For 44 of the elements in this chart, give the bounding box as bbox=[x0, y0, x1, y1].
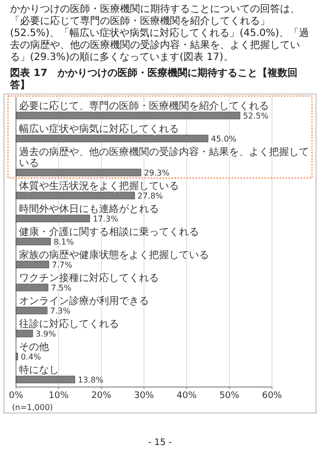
x-tick-label: 50% bbox=[219, 391, 240, 401]
y-tick-label: 体質や生活状況をよく把握している bbox=[19, 180, 179, 192]
data-label: 8.1% bbox=[54, 238, 74, 246]
text: (n=1,000) bbox=[12, 403, 53, 412]
y-tick-label: 過去の病歴や、他の医療機関の受診内容・結果を、よく把握している bbox=[19, 146, 309, 169]
data-label: 45.0% bbox=[211, 134, 237, 144]
y-tick-label: 時間外や休日にも連絡がとれる bbox=[19, 203, 159, 215]
data-label: 3.9% bbox=[36, 330, 56, 338]
bar bbox=[16, 168, 142, 176]
text: - 15 - bbox=[147, 438, 173, 448]
y-tick-label: 特になし bbox=[19, 364, 59, 376]
x-tick-label: 60% bbox=[262, 391, 282, 401]
data-label: 7.5% bbox=[51, 284, 72, 292]
data-label: 13.8% bbox=[78, 376, 104, 384]
x-tick-label: 40% bbox=[176, 391, 198, 401]
data-label: 29.3% bbox=[144, 168, 170, 178]
x-tick-label: 10% bbox=[48, 391, 70, 401]
bar bbox=[16, 376, 76, 384]
data-label: 0.4% bbox=[20, 352, 42, 362]
data-label: 7.3% bbox=[50, 306, 71, 316]
data-label: 17.3% bbox=[92, 214, 119, 224]
y-tick-label: その他 bbox=[19, 341, 49, 353]
y-tick-label: 家族の病歴や健康状態をよく把握している bbox=[19, 249, 209, 261]
chart-subtitle: かかりつけの医師・医療機関に期待することについての回答は、「必要に応じて専門の医師・医療機関を紹介してくれる」(52.5%)、「幅広い症状や病気に対応してくれる」(45.0%)、「過去の病歴や、他の医療機関の受診内容・結果を、よく把握している」(29.3%)の順に多くなっています(図表 17)。 bbox=[10, 4, 310, 64]
y-tick-label: オンライン診療が利用できる bbox=[19, 295, 149, 307]
x-tick-label: 30% bbox=[134, 391, 154, 401]
bar bbox=[16, 284, 48, 292]
bar bbox=[16, 260, 50, 268]
data-label: 7.7% bbox=[52, 260, 73, 270]
bar bbox=[16, 214, 90, 222]
y-tick-label: ワクチン接種に対応してくれる bbox=[19, 272, 159, 284]
bar bbox=[16, 192, 135, 200]
y-tick-label: 往診に対応してくれる bbox=[19, 318, 119, 330]
x-tick-label: 0% bbox=[8, 391, 24, 401]
y-tick-label: 必要に応じて、専門の医師・医療機関を紹介してくれる bbox=[19, 100, 269, 112]
bar bbox=[16, 238, 51, 246]
chart-title: 図表 17 かかりつけの医師・医療機関に期待すること【複数回答】 bbox=[10, 68, 298, 92]
x-tick-label: 20% bbox=[91, 391, 112, 401]
y-tick-label: 健康・介護に関する相談に乗ってくれる bbox=[19, 226, 199, 238]
data-label: 27.8% bbox=[138, 192, 164, 200]
bar bbox=[16, 306, 48, 314]
data-label: 52.5% bbox=[243, 112, 269, 120]
y-tick-label: 幅広い症状や病気に対応してくれる bbox=[19, 123, 179, 135]
bar bbox=[16, 330, 33, 338]
